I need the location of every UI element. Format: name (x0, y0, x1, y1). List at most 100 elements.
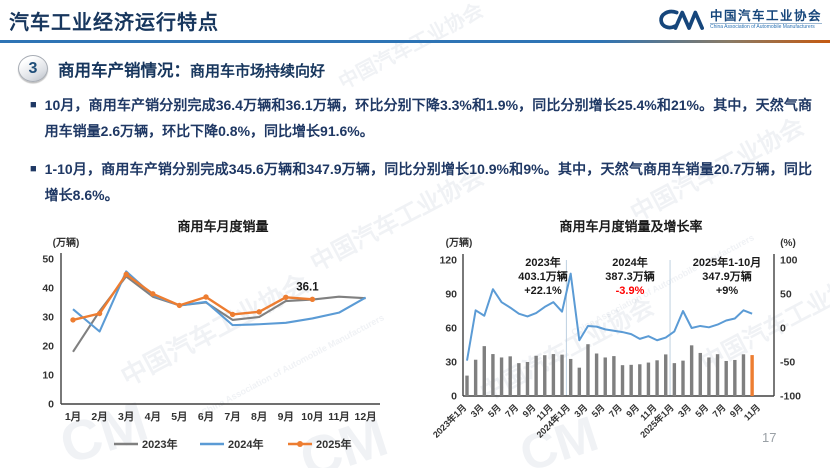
sales-bar (689, 345, 694, 396)
y-tick-label: 0 (48, 399, 54, 411)
right-tick-label: -100 (780, 391, 801, 403)
series-marker (150, 291, 156, 297)
sales-bar (586, 344, 590, 396)
caam-logo: 中国汽车工业协会 China Association of Automobile… (658, 5, 822, 35)
x-tick-label: 9月 (278, 411, 294, 423)
sales-bar (482, 346, 486, 396)
x-tick-label: 2023年1月 (433, 402, 468, 440)
sales-bar (577, 367, 582, 396)
year-summary-annotation: 2024年 (612, 255, 647, 269)
right-tick-label: 100 (780, 255, 798, 267)
data-label: 36.1 (296, 281, 319, 293)
sales-bar (491, 354, 495, 396)
section-heading-main: 商用车产销情况： (58, 61, 190, 80)
year-summary-annotation: +9% (716, 285, 739, 297)
right-tick-label: 0 (780, 323, 786, 335)
sales-bar (499, 357, 504, 396)
series-marker (123, 271, 129, 278)
year-summary-annotation: 387.3万辆 (605, 269, 655, 283)
series-marker (229, 311, 236, 318)
sales-bar (517, 363, 521, 396)
section-heading: 商用车产销情况：商用车市场持续向好 (58, 57, 325, 81)
legend-label-2025年: 2025年 (316, 437, 351, 451)
x-tick-label: 12月 (355, 411, 377, 423)
x-tick-label: 7月 (503, 402, 520, 419)
series-line-2025年 (72, 273, 313, 322)
sales-bar (534, 355, 538, 396)
bullet-item: ■ 10月，商用车产销分别完成36.4万辆和36.1万辆，环比分别下降3.3%和… (30, 92, 812, 144)
sales-bar (560, 354, 564, 396)
x-tick-label: 5月 (171, 411, 187, 423)
sales-bar (473, 359, 478, 396)
year-summary-annotation: -3.9% (616, 285, 645, 297)
sales-bar (465, 375, 469, 396)
sales-bar (733, 359, 737, 396)
y-tick-label: 10 (42, 370, 54, 382)
sales-bar (568, 358, 573, 396)
section-heading-row: 3 商用车产销情况：商用车市场持续向好 (18, 55, 325, 82)
monthly-sales-growth-chart: 商用车月度销量及增长率 (万辆) (%) 0 30 60 90 120 -100 -50 0 50 10… (433, 219, 801, 440)
left-tick-label: 120 (439, 255, 457, 267)
sales-bar (543, 355, 547, 396)
logo-org-name: 中国汽车工业协会 (709, 8, 822, 23)
sales-bar (603, 357, 607, 396)
bullet-text-jan-october: 1-10月，商用车产销分别完成345.6万辆和347.9万辆，同比分别增长10.… (44, 161, 812, 203)
monthly-sales-line-chart: 商用车月度销量 (万辆) 0 10 20 30 40 50 1月 2月 3月 4月 5月 6月 7月 8月 9月… (42, 219, 380, 451)
left-tick-label: 30 (445, 357, 457, 369)
sales-bar (741, 354, 746, 396)
section-heading-sub: 商用车市场持续向好 (190, 62, 326, 80)
x-tick-label: 7月 (711, 402, 728, 419)
y-tick-label: 20 (42, 341, 54, 353)
sales-bar (698, 352, 702, 396)
x-tick-label: 7月 (224, 411, 240, 423)
sales-bar (629, 364, 633, 396)
left-tick-label: 90 (445, 289, 457, 301)
series-marker (96, 310, 103, 317)
y-tick-label: 40 (42, 283, 54, 295)
left-tick-label: 60 (445, 323, 457, 335)
x-tick-label: 11月 (328, 411, 350, 423)
logo-org-name-en: China Association of Automobile Manufact… (709, 23, 822, 31)
x-tick-label: 1月 (65, 411, 81, 423)
series-marker (309, 296, 316, 303)
sales-bar (638, 364, 642, 396)
sales-bar (551, 354, 556, 396)
sales-bar (724, 360, 728, 396)
x-tick-label: 3月 (676, 402, 693, 419)
page-title: 汽车工业经济运行特点 (9, 12, 219, 34)
y-tick-label: 50 (42, 254, 54, 266)
legend-label-2024年: 2024年 (228, 437, 263, 451)
chart-title: 商用车月度销量及增长率 (559, 219, 702, 234)
caam-logo-icon (659, 9, 704, 30)
y-axis-unit-label: (万辆) (53, 236, 80, 249)
x-tick-label: 4月 (145, 411, 161, 423)
sales-bar (664, 354, 668, 396)
sales-bar (750, 355, 754, 396)
bullet-marker-icon: ■ (30, 99, 37, 111)
series-line-2024年 (72, 270, 367, 333)
sales-bar (672, 363, 677, 396)
x-tick-label: 10月 (301, 411, 323, 423)
x-tick-label: 3月 (572, 402, 589, 419)
sales-bar (620, 365, 625, 396)
year-summary-annotation: 2025年1-10月 (693, 255, 762, 269)
x-tick-label: 3月 (118, 411, 134, 423)
x-tick-label: 5月 (693, 402, 710, 419)
x-tick-label: 3月 (469, 402, 486, 419)
x-tick-label: 11月 (742, 402, 762, 422)
sales-bar (655, 360, 659, 396)
sales-bar (681, 360, 685, 396)
legend-marker (297, 441, 303, 447)
y-tick-label: 30 (42, 312, 54, 324)
year-summary-annotation: 347.9万辆 (702, 269, 752, 283)
left-tick-label: 0 (451, 391, 457, 403)
section-number-badge: 3 (18, 55, 48, 82)
right-tick-label: -50 (780, 357, 795, 369)
bullet-item: ■ 1-10月，商用车产销分别完成345.6万辆和347.9万辆，同比分别增长1… (30, 156, 812, 208)
series-marker (283, 294, 289, 300)
header-divider (0, 40, 830, 43)
bullet-text-october: 10月，商用车产销分别完成36.4万辆和36.1万辆，环比分别下降3.3%和1.… (44, 97, 812, 139)
series-marker (176, 302, 183, 309)
sales-bar (612, 356, 616, 396)
